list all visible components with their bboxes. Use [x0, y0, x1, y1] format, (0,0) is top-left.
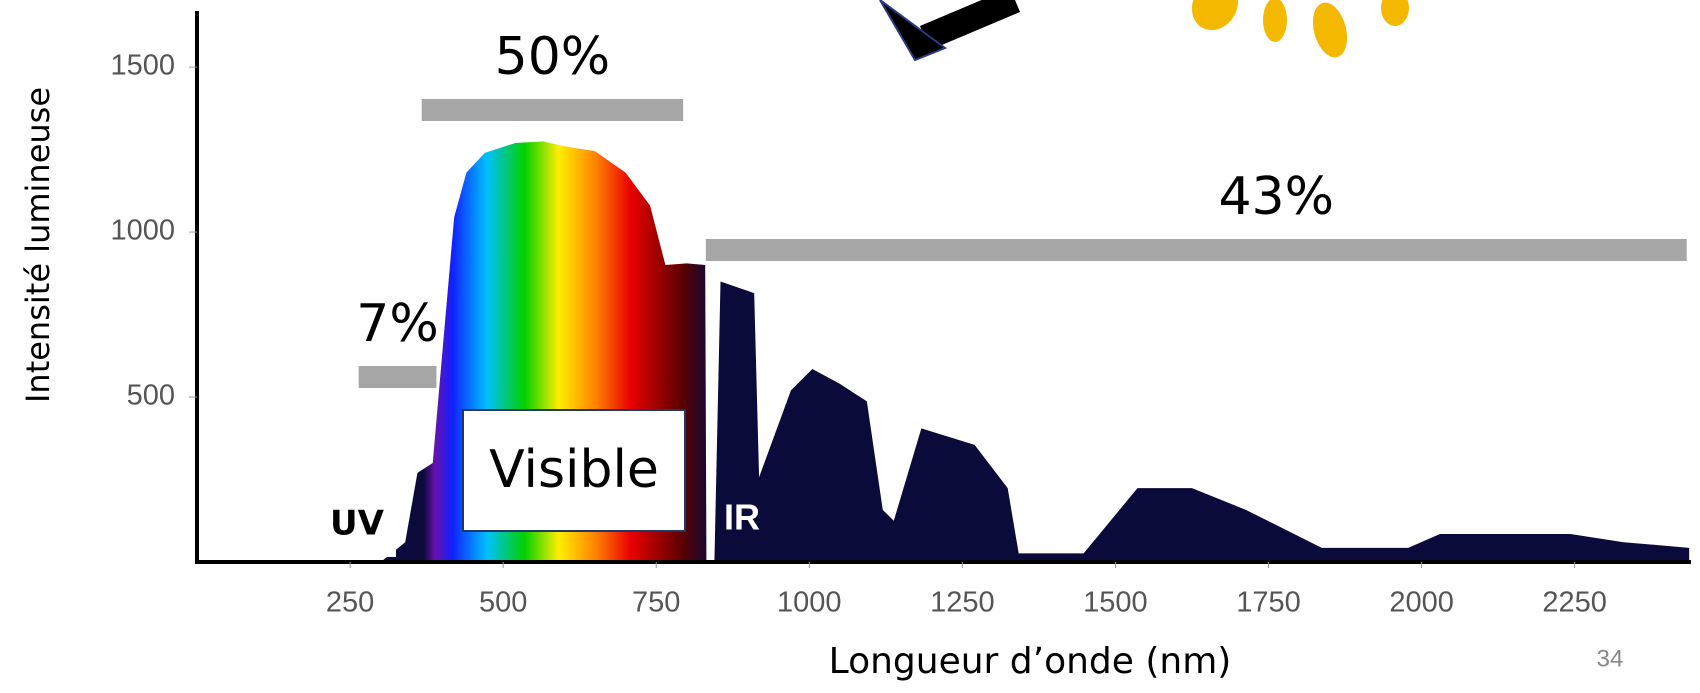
band-bar: [421, 99, 684, 121]
x-tick-label: 1750: [1236, 587, 1301, 619]
x-tick-label: 1000: [777, 587, 842, 619]
visible-label: Visible: [489, 440, 659, 500]
x-tick-label: 250: [326, 587, 374, 619]
y-axis-label: Intensité lumineuse: [19, 87, 57, 403]
x-axis-label: Longueur d’onde (nm): [829, 641, 1232, 682]
x-tick-label: 500: [479, 587, 527, 619]
ir-label: IR: [724, 497, 760, 538]
x-tick-label: 750: [632, 587, 680, 619]
band-bar: [358, 366, 437, 388]
sun: [1191, 0, 1409, 58]
band-label: 50%: [495, 27, 611, 87]
band-label: 7%: [356, 294, 439, 354]
visible-box: [462, 409, 686, 532]
y-tick-label: 1500: [110, 50, 175, 82]
x-tick-label: 1500: [1083, 587, 1148, 619]
x-tick-label: 2000: [1389, 587, 1454, 619]
x-tick-label: 2250: [1542, 587, 1607, 619]
band-bar: [705, 239, 1687, 261]
uv-label: UV: [330, 504, 385, 544]
slide-number: 34: [1597, 645, 1624, 672]
y-tick-label: 1000: [110, 215, 175, 247]
arrow: [879, 0, 1021, 62]
uv-box: [318, 497, 396, 557]
band-label: 43%: [1218, 167, 1334, 227]
x-tick-label: 1250: [930, 587, 995, 619]
y-tick-label: 500: [127, 380, 175, 412]
